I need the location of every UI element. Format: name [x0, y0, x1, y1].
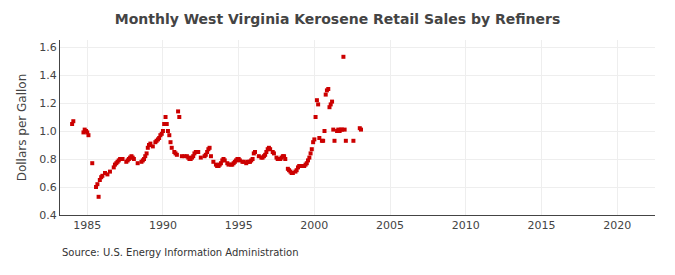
- svg-text:2000: 2000: [300, 219, 328, 232]
- svg-text:1985: 1985: [73, 219, 101, 232]
- svg-text:2020: 2020: [603, 219, 631, 232]
- svg-text:Dollars per Gallon: Dollars per Gallon: [15, 74, 29, 182]
- svg-text:0.4: 0.4: [39, 209, 57, 222]
- svg-text:0.6: 0.6: [39, 181, 57, 194]
- svg-text:1995: 1995: [225, 219, 253, 232]
- svg-text:Monthly West Virginia Kerosene: Monthly West Virginia Kerosene Retail Sa…: [115, 11, 561, 27]
- svg-text:2005: 2005: [376, 219, 404, 232]
- svg-text:2015: 2015: [527, 219, 555, 232]
- svg-text:Source: U.S. Energy Informatio: Source: U.S. Energy Information Administ…: [62, 247, 299, 258]
- svg-text:1.2: 1.2: [39, 97, 57, 110]
- svg-text:2010: 2010: [452, 219, 480, 232]
- svg-text:0.8: 0.8: [39, 153, 57, 166]
- svg-text:1.4: 1.4: [39, 69, 57, 82]
- svg-text:1.6: 1.6: [39, 41, 57, 54]
- svg-text:1.0: 1.0: [39, 125, 57, 138]
- svg-text:1990: 1990: [149, 219, 177, 232]
